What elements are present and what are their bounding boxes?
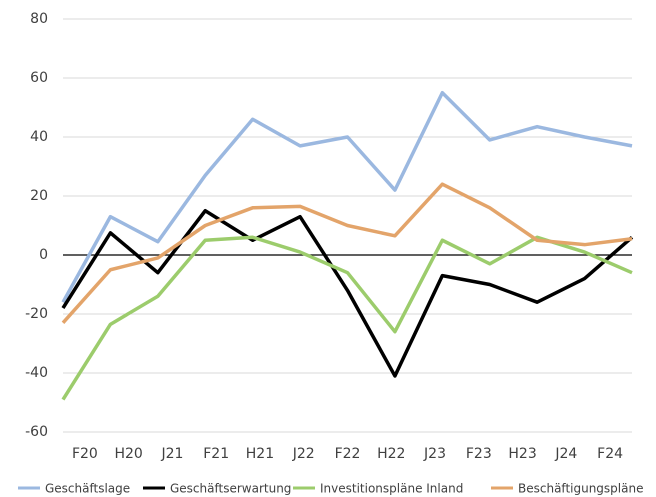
x-tick-label: F21	[203, 446, 229, 462]
y-tick-label: 20	[30, 188, 48, 204]
x-tick-label: F24	[597, 446, 623, 462]
series-line	[61, 209, 634, 378]
y-tick-label: -40	[25, 365, 48, 381]
legend-label: Geschäftslage	[45, 482, 130, 496]
x-tick-label: H20	[114, 446, 142, 462]
legend-label: Geschäftserwartung	[170, 482, 291, 496]
x-tick-label: F23	[466, 446, 492, 462]
x-tick-label: J21	[160, 446, 183, 462]
x-tick-label: J24	[554, 446, 577, 462]
y-tick-label: 80	[30, 11, 48, 27]
y-tick-label: 0	[39, 247, 48, 263]
y-tick-label: -20	[25, 306, 48, 322]
series-line	[61, 235, 633, 401]
x-tick-label: F20	[72, 446, 98, 462]
series-line	[61, 91, 633, 304]
legend-label: Investitionspläne Inland	[320, 482, 463, 496]
x-tick-label: H23	[508, 446, 536, 462]
y-tick-label: 60	[30, 70, 48, 86]
y-tick-label: 40	[30, 129, 48, 145]
x-tick-label: J23	[423, 446, 446, 462]
y-tick-label: -60	[25, 424, 48, 440]
legend-label: Beschäftigungspläne	[518, 482, 643, 496]
x-tick-label: H22	[377, 446, 405, 462]
x-tick-label: H21	[246, 446, 274, 462]
series-line	[61, 182, 633, 325]
x-tick-label: J22	[292, 446, 315, 462]
x-tick-label: F22	[335, 446, 361, 462]
